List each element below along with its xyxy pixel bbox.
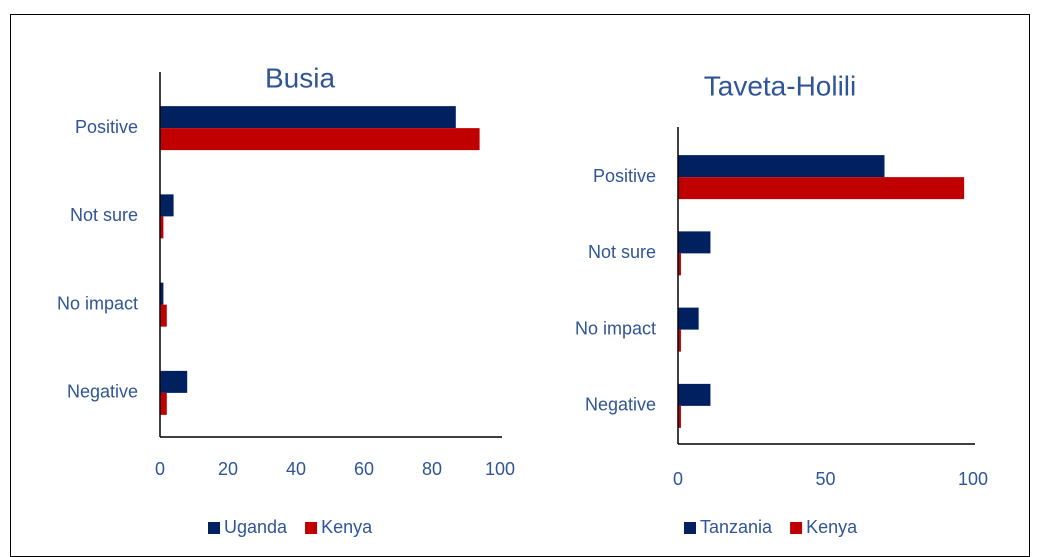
bar [678,329,681,352]
y-tick-label: No impact [57,293,138,313]
bar [160,282,164,305]
x-tick-label: 50 [815,469,835,489]
x-tick-label: 60 [354,459,374,479]
x-tick-label: 100 [958,469,988,489]
y-tick-label: Negative [67,382,138,402]
x-tick-label: 20 [218,459,238,479]
bar [160,128,480,151]
legend-swatch [305,522,318,534]
y-tick-label: Positive [593,166,656,186]
x-tick-label: 0 [673,469,683,489]
bar [678,231,711,254]
y-tick-label: No impact [575,318,656,338]
bar [160,370,188,393]
legend-label: Tanzania [700,517,773,537]
legend-swatch [790,522,803,534]
x-tick-label: 0 [155,459,165,479]
legend-label: Kenya [321,517,373,537]
bar [678,155,885,178]
x-tick-label: 80 [422,459,442,479]
bar [678,307,699,330]
bar [678,405,681,428]
chart-title: Busia [265,62,335,93]
legend-swatch [208,522,220,534]
bar [678,383,711,406]
bar [160,106,456,129]
legend-swatch [684,522,696,534]
x-tick-label: 40 [286,459,306,479]
bar [160,392,167,415]
bar [160,194,174,217]
bar [160,216,164,239]
bar [678,177,965,200]
y-tick-label: Not sure [70,205,138,225]
frame [10,14,1030,557]
chart-title: Taveta-Holili [704,70,857,101]
y-tick-label: Positive [75,117,138,137]
legend-label: Kenya [806,517,858,537]
y-tick-label: Negative [585,395,656,415]
bar [160,304,167,327]
legend-label: Uganda [224,517,288,537]
x-tick-label: 100 [485,459,515,479]
y-tick-label: Not sure [588,242,656,262]
bar [678,253,681,276]
